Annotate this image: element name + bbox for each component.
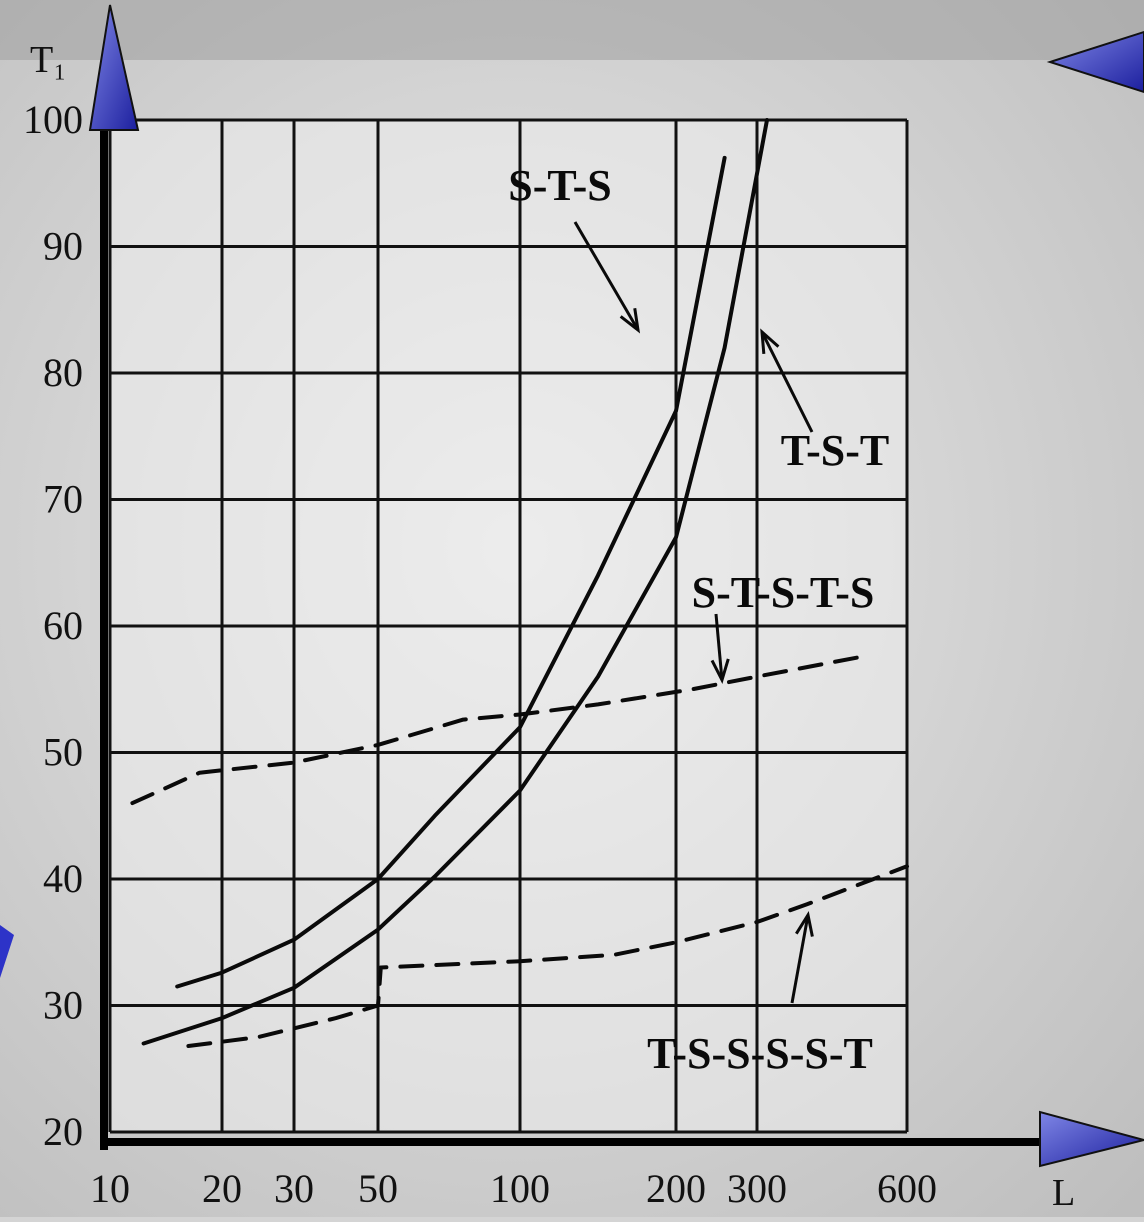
series-s-t-s — [175, 155, 727, 989]
arrowhead-icon — [710, 658, 730, 685]
left-arrow-icon — [0, 925, 14, 978]
y-tick-label: 90 — [43, 224, 83, 269]
annotations: S-T-S T-S-T S-T-S-T-S T-S-S-S-S-T — [508, 161, 889, 1078]
x-axis-arrow-icon — [1039, 1110, 1144, 1168]
x-tick-label: 100 — [490, 1166, 550, 1211]
y-axis-label: T₁ — [30, 39, 66, 81]
x-tick-label: 10 — [90, 1166, 130, 1211]
y-tick-label: 70 — [43, 477, 83, 522]
arrowhead-icon — [760, 328, 780, 355]
annotation-arrow — [573, 221, 640, 331]
y-tick-label: 80 — [43, 350, 83, 395]
annotation-arrow — [760, 331, 814, 433]
x-axis-label: L — [1052, 1172, 1075, 1214]
arrowhead-icon — [795, 911, 814, 937]
annotation-arrow — [714, 613, 724, 681]
top-right-arrow-icon — [1046, 30, 1144, 94]
axes — [0, 4, 1144, 1168]
y-axis-arrow-icon — [88, 4, 140, 131]
x-tick-label: 600 — [877, 1166, 937, 1211]
y-tick-label: 40 — [43, 856, 83, 901]
x-tick-label: 200 — [646, 1166, 706, 1211]
annotation-label: S-T-S-T-S — [692, 568, 875, 617]
series-t-s-t — [141, 118, 769, 1046]
annotation-label: S-T-S — [508, 161, 612, 210]
x-tick-label: 50 — [358, 1166, 398, 1211]
y-tick-label: 30 — [43, 983, 83, 1028]
series-line — [186, 864, 909, 1048]
series-line — [141, 118, 769, 1046]
grid — [108, 118, 909, 1134]
y-tick-label: 100 — [23, 97, 83, 142]
series-line — [175, 155, 727, 989]
annotation-label: T-S-S-S-S-T — [647, 1029, 873, 1078]
x-tick-label: 20 — [202, 1166, 242, 1211]
annotation-arrow — [790, 914, 810, 1004]
series-layer — [130, 118, 909, 1048]
x-tick-label: 30 — [274, 1166, 314, 1211]
top-texture-band — [0, 0, 1144, 60]
arrowhead-icon — [619, 308, 641, 334]
series-t-s-s-s-s-t — [186, 864, 909, 1048]
y-tick-label: 20 — [43, 1109, 83, 1154]
series-s-t-s-t-s — [130, 655, 859, 806]
y-tick-label: 60 — [43, 603, 83, 648]
series-line — [130, 655, 859, 806]
annotation-label: T-S-T — [781, 426, 889, 475]
y-tick-label: 50 — [43, 730, 83, 775]
x-tick-label: 300 — [727, 1166, 787, 1211]
